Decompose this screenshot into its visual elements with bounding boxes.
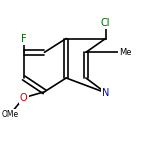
Text: Cl: Cl bbox=[101, 18, 110, 28]
Text: OMe: OMe bbox=[1, 110, 19, 119]
Text: Me: Me bbox=[119, 48, 132, 57]
Text: O: O bbox=[20, 93, 28, 103]
Text: N: N bbox=[102, 88, 109, 98]
Text: F: F bbox=[21, 33, 27, 43]
